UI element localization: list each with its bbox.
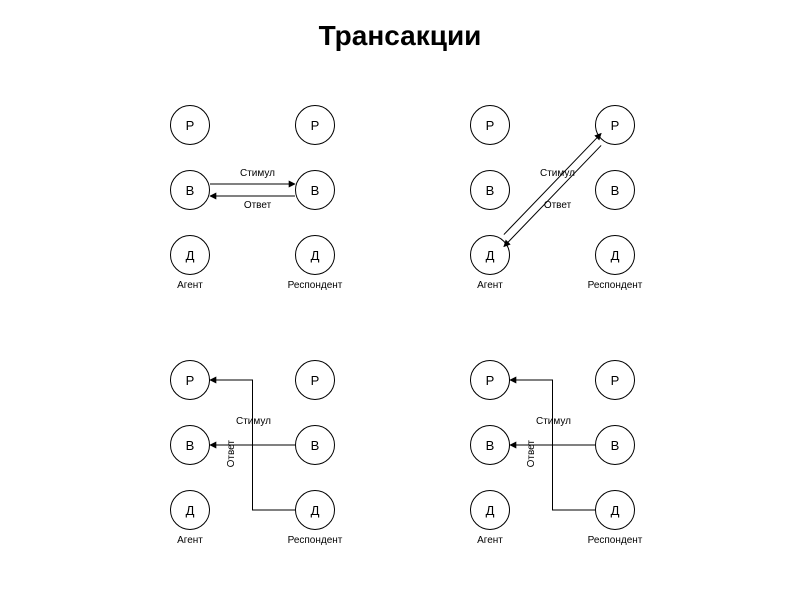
node-right-b: В: [595, 425, 635, 465]
arrow-label: Стимул: [536, 416, 571, 427]
column-label-left: Агент: [440, 280, 540, 291]
node-right-d: Д: [295, 235, 335, 275]
node-left-b: В: [170, 170, 210, 210]
panel-2: РВДРВДАгентРеспондентСтимулОтвет: [420, 75, 720, 305]
node-left-b: В: [470, 425, 510, 465]
column-label-right: Респондент: [565, 280, 665, 291]
node-left-p: Р: [470, 360, 510, 400]
column-label-left: Агент: [140, 280, 240, 291]
node-right-d: Д: [295, 490, 335, 530]
arrow-label: Стимул: [528, 168, 588, 179]
arrow-label: Ответ: [526, 440, 537, 467]
column-label-right: Респондент: [265, 280, 365, 291]
node-left-d: Д: [170, 490, 210, 530]
node-right-p: Р: [295, 360, 335, 400]
column-label-right: Респондент: [265, 535, 365, 546]
column-label-left: Агент: [440, 535, 540, 546]
node-right-p: Р: [295, 105, 335, 145]
node-right-p: Р: [595, 360, 635, 400]
arrows-overlay: [120, 75, 420, 305]
node-right-b: В: [295, 170, 335, 210]
node-right-d: Д: [595, 490, 635, 530]
arrows-overlay: [420, 330, 720, 560]
node-left-d: Д: [470, 490, 510, 530]
page-title: Трансакции: [0, 20, 800, 52]
arrows-overlay: [420, 75, 720, 305]
column-label-left: Агент: [140, 535, 240, 546]
node-right-p: Р: [595, 105, 635, 145]
node-right-d: Д: [595, 235, 635, 275]
arrow-label: Ответ: [228, 200, 288, 211]
node-left-d: Д: [470, 235, 510, 275]
column-label-right: Респондент: [565, 535, 665, 546]
node-right-b: В: [595, 170, 635, 210]
arrow-label: Стимул: [228, 168, 288, 179]
panel-1: РВДРВДАгентРеспондентСтимулОтвет: [120, 75, 420, 305]
node-left-p: Р: [170, 105, 210, 145]
panel-3: РВДРВДАгентРеспондентСтимулОтвет: [120, 330, 420, 560]
node-left-b: В: [470, 170, 510, 210]
arrow-label: Стимул: [236, 416, 271, 427]
arrow-label: Ответ: [528, 200, 588, 211]
arrow-label: Ответ: [226, 440, 237, 467]
node-left-d: Д: [170, 235, 210, 275]
arrows-overlay: [120, 330, 420, 560]
node-left-p: Р: [170, 360, 210, 400]
node-left-p: Р: [470, 105, 510, 145]
node-left-b: В: [170, 425, 210, 465]
panel-4: РВДРВДАгентРеспондентСтимулОтвет: [420, 330, 720, 560]
node-right-b: В: [295, 425, 335, 465]
